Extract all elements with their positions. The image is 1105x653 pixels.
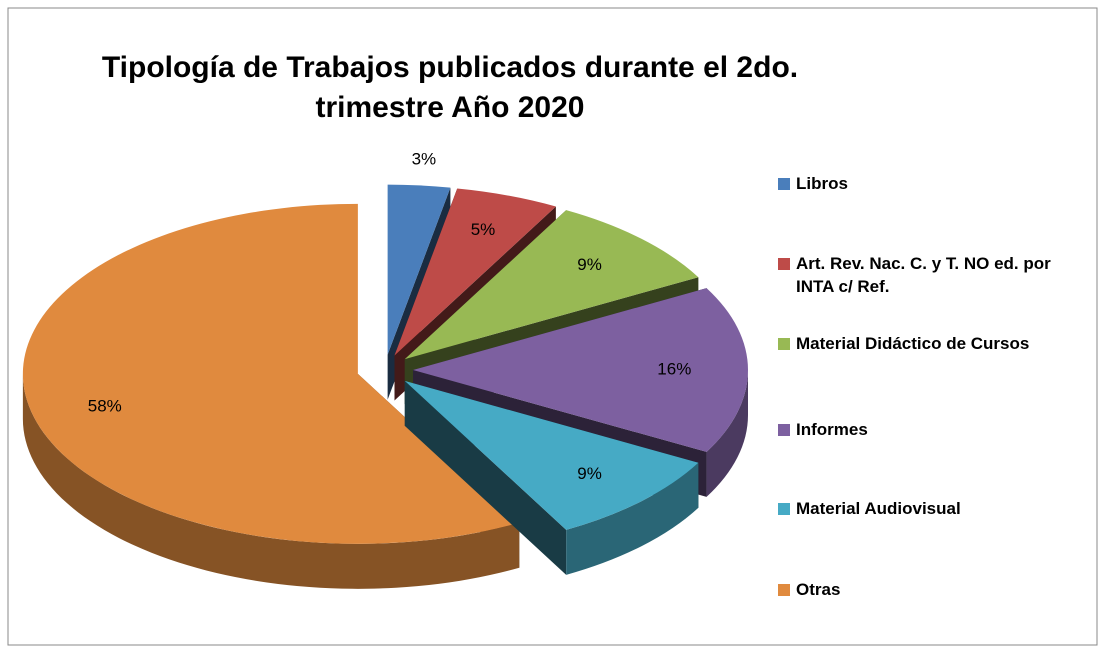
data-label: 9% [577, 464, 602, 483]
legend-swatch [778, 584, 790, 596]
legend-label: Informes [796, 420, 868, 439]
slice-side [566, 462, 699, 575]
legend-item: Material Audiovisual [778, 497, 1076, 520]
data-label: 58% [88, 396, 122, 415]
legend-item: Libros [778, 172, 1076, 195]
legend-swatch [778, 178, 790, 190]
data-label: 9% [577, 255, 602, 274]
legend-swatch [778, 258, 790, 270]
legend-label: Art. Rev. Nac. C. y T. NO ed. por INTA c… [796, 254, 1051, 296]
legend-item: Material Didáctico de Cursos [778, 332, 1076, 355]
slice-side [706, 370, 748, 497]
legend-item: Art. Rev. Nac. C. y T. NO ed. por INTA c… [778, 252, 1076, 298]
data-label: 3% [412, 150, 437, 169]
chart-title: Tipología de Trabajos publicados durante… [101, 51, 799, 124]
slice-group [22, 203, 520, 589]
slice-cut-face [404, 380, 567, 575]
data-label: 16% [657, 359, 691, 378]
slice-group [404, 380, 699, 575]
legend-item: Otras [778, 578, 1076, 601]
slice [22, 203, 520, 544]
slice [387, 184, 451, 355]
slice [404, 380, 699, 530]
legend-label: Otras [796, 580, 841, 599]
slice [394, 188, 556, 356]
legend-swatch [778, 424, 790, 436]
slice [404, 210, 699, 360]
slice [413, 288, 748, 452]
legend-item: Informes [778, 418, 1076, 441]
legend-label: Libros [796, 174, 848, 193]
legend-label: Material Didáctico de Cursos [796, 334, 1030, 353]
slice-side [22, 373, 520, 589]
legend-label: Material Audiovisual [796, 499, 961, 518]
legend-swatch [778, 338, 790, 350]
legend-swatch [778, 503, 790, 515]
data-label: 5% [471, 220, 496, 239]
